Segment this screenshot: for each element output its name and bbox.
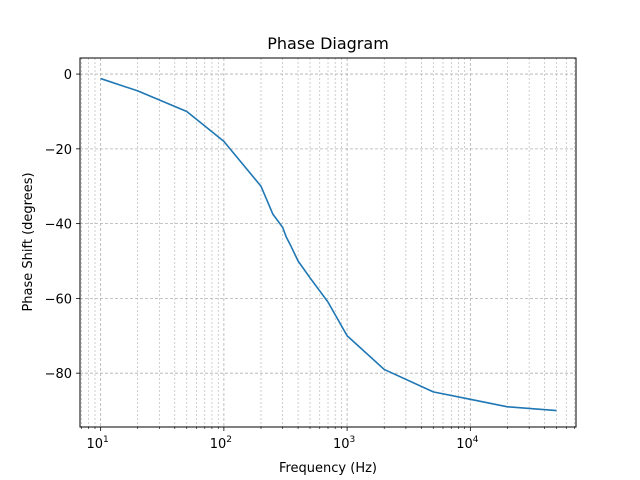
x-axis-label: Frequency (Hz) xyxy=(279,461,377,476)
x-tick-label: 102 xyxy=(210,435,232,452)
y-tick-label: −40 xyxy=(45,218,72,233)
x-tick-label: 101 xyxy=(87,435,109,452)
grid xyxy=(80,58,576,427)
y-tick-label: 0 xyxy=(64,68,72,83)
y-tick-label: −60 xyxy=(45,292,72,307)
y-axis-label: Phase Shift (degrees) xyxy=(21,172,36,311)
series-layer xyxy=(100,77,557,412)
series-line xyxy=(100,77,557,412)
ticks: 101 102 103 104 0 −20 −40 −60 −80 xyxy=(45,68,575,452)
x-tick-label: 103 xyxy=(333,435,355,452)
y-tick-label: −80 xyxy=(45,367,72,382)
chart-title: Phase Diagram xyxy=(267,34,389,53)
y-tick-label: −20 xyxy=(45,143,72,158)
x-tick-label: 104 xyxy=(456,435,479,452)
